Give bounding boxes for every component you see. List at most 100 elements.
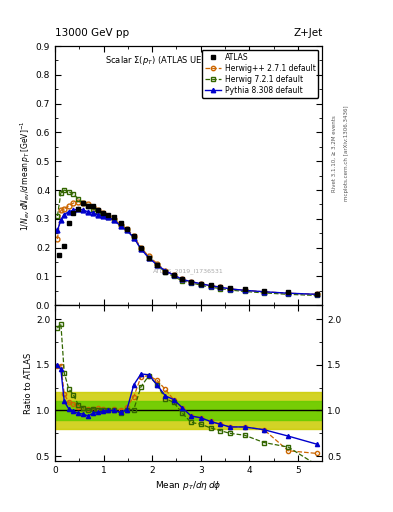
Line: Herwig++ 2.7.1 default: Herwig++ 2.7.1 default bbox=[55, 199, 320, 297]
ATLAS bbox=[57, 252, 61, 258]
Herwig++ 2.7.1 default bbox=[95, 207, 100, 214]
Pythia 8.308 default bbox=[218, 284, 222, 290]
Herwig 7.2.1 default bbox=[198, 282, 203, 288]
ATLAS bbox=[100, 210, 105, 216]
Herwig++ 2.7.1 default bbox=[163, 268, 168, 274]
Herwig 7.2.1 default bbox=[228, 287, 232, 293]
Herwig++ 2.7.1 default bbox=[62, 206, 66, 212]
ATLAS bbox=[262, 288, 266, 294]
ATLAS bbox=[95, 207, 100, 214]
Herwig 7.2.1 default bbox=[55, 213, 60, 219]
Legend: ATLAS, Herwig++ 2.7.1 default, Herwig 7.2.1 default, Pythia 8.308 default: ATLAS, Herwig++ 2.7.1 default, Herwig 7.… bbox=[202, 50, 318, 98]
Herwig++ 2.7.1 default bbox=[112, 216, 117, 222]
Pythia 8.308 default bbox=[155, 262, 160, 268]
ATLAS bbox=[198, 281, 203, 287]
Pythia 8.308 default bbox=[55, 227, 60, 233]
Herwig++ 2.7.1 default bbox=[59, 207, 63, 214]
Pythia 8.308 default bbox=[163, 268, 168, 274]
Y-axis label: Ratio to ATLAS: Ratio to ATLAS bbox=[24, 352, 33, 414]
Herwig 7.2.1 default bbox=[242, 288, 247, 294]
ATLAS bbox=[163, 269, 168, 275]
Y-axis label: $1/N_{ev}\,dN_{ev}/d\,\mathrm{mean}\,p_T\,[\mathrm{GeV}]^{-1}$: $1/N_{ev}\,dN_{ev}/d\,\mathrm{mean}\,p_T… bbox=[18, 120, 33, 231]
Herwig 7.2.1 default bbox=[208, 284, 213, 290]
Herwig 7.2.1 default bbox=[147, 254, 151, 261]
Pythia 8.308 default bbox=[208, 283, 213, 289]
Herwig++ 2.7.1 default bbox=[55, 236, 60, 242]
ATLAS bbox=[180, 276, 185, 283]
Herwig++ 2.7.1 default bbox=[189, 279, 193, 285]
Herwig++ 2.7.1 default bbox=[315, 291, 320, 297]
Herwig 7.2.1 default bbox=[106, 215, 111, 221]
Herwig++ 2.7.1 default bbox=[286, 290, 290, 296]
Herwig 7.2.1 default bbox=[59, 190, 63, 196]
Pythia 8.308 default bbox=[112, 217, 117, 223]
Herwig++ 2.7.1 default bbox=[242, 287, 247, 293]
Herwig 7.2.1 default bbox=[81, 200, 86, 206]
Herwig 7.2.1 default bbox=[62, 187, 66, 193]
Herwig++ 2.7.1 default bbox=[81, 200, 86, 206]
Herwig++ 2.7.1 default bbox=[76, 199, 81, 205]
Herwig++ 2.7.1 default bbox=[147, 253, 151, 260]
Line: ATLAS: ATLAS bbox=[57, 201, 320, 296]
Herwig 7.2.1 default bbox=[189, 280, 193, 286]
Herwig 7.2.1 default bbox=[155, 262, 160, 268]
Line: Pythia 8.308 default: Pythia 8.308 default bbox=[55, 206, 320, 297]
Pythia 8.308 default bbox=[125, 227, 129, 233]
Herwig 7.2.1 default bbox=[90, 206, 95, 212]
Text: Rivet 3.1.10, ≥ 3.2M events: Rivet 3.1.10, ≥ 3.2M events bbox=[332, 115, 337, 192]
Herwig 7.2.1 default bbox=[262, 290, 266, 296]
ATLAS bbox=[118, 220, 123, 226]
Herwig++ 2.7.1 default bbox=[106, 213, 111, 219]
Pythia 8.308 default bbox=[180, 276, 185, 283]
Herwig++ 2.7.1 default bbox=[262, 289, 266, 295]
Herwig 7.2.1 default bbox=[218, 286, 222, 292]
ATLAS bbox=[131, 233, 136, 239]
ATLAS bbox=[139, 245, 143, 251]
Pythia 8.308 default bbox=[131, 234, 136, 241]
ATLAS bbox=[106, 211, 111, 218]
Pythia 8.308 default bbox=[81, 207, 86, 214]
Pythia 8.308 default bbox=[171, 272, 176, 278]
Pythia 8.308 default bbox=[59, 217, 63, 223]
ATLAS bbox=[208, 282, 213, 288]
Text: Z+Jet: Z+Jet bbox=[293, 28, 322, 38]
Herwig 7.2.1 default bbox=[286, 291, 290, 297]
Pythia 8.308 default bbox=[76, 206, 81, 212]
Herwig++ 2.7.1 default bbox=[198, 281, 203, 287]
ATLAS bbox=[189, 279, 193, 285]
ATLAS bbox=[62, 243, 66, 249]
Herwig++ 2.7.1 default bbox=[139, 245, 143, 251]
Pythia 8.308 default bbox=[118, 223, 123, 229]
Pythia 8.308 default bbox=[66, 208, 71, 215]
Pythia 8.308 default bbox=[198, 281, 203, 287]
ATLAS bbox=[286, 289, 290, 295]
Herwig 7.2.1 default bbox=[76, 196, 81, 202]
ATLAS bbox=[81, 200, 86, 206]
Pythia 8.308 default bbox=[95, 211, 100, 218]
Herwig++ 2.7.1 default bbox=[71, 200, 76, 206]
ATLAS bbox=[71, 210, 76, 216]
ATLAS bbox=[112, 215, 117, 221]
Herwig 7.2.1 default bbox=[100, 211, 105, 218]
Herwig++ 2.7.1 default bbox=[131, 233, 136, 239]
Herwig++ 2.7.1 default bbox=[208, 283, 213, 289]
Pythia 8.308 default bbox=[90, 210, 95, 216]
ATLAS bbox=[242, 286, 247, 292]
Herwig 7.2.1 default bbox=[71, 191, 76, 198]
ATLAS bbox=[228, 285, 232, 291]
Herwig++ 2.7.1 default bbox=[180, 276, 185, 283]
Herwig++ 2.7.1 default bbox=[171, 272, 176, 278]
Pythia 8.308 default bbox=[139, 246, 143, 252]
Herwig++ 2.7.1 default bbox=[100, 210, 105, 216]
ATLAS bbox=[90, 203, 95, 209]
Pythia 8.308 default bbox=[228, 286, 232, 292]
Pythia 8.308 default bbox=[262, 289, 266, 295]
ATLAS bbox=[315, 291, 320, 297]
Herwig++ 2.7.1 default bbox=[118, 222, 123, 228]
Herwig 7.2.1 default bbox=[112, 217, 117, 223]
Herwig 7.2.1 default bbox=[180, 278, 185, 284]
ATLAS bbox=[155, 262, 160, 268]
Herwig 7.2.1 default bbox=[315, 292, 320, 298]
ATLAS bbox=[171, 272, 176, 278]
Pythia 8.308 default bbox=[147, 254, 151, 261]
